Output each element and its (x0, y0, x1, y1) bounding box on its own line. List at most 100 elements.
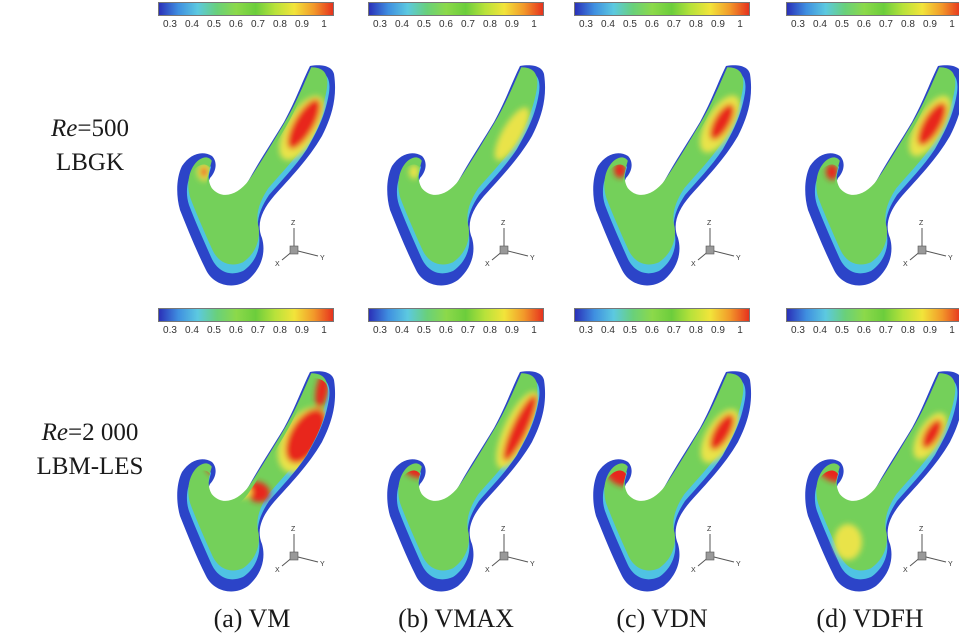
caption-vdn: (c) VDN (616, 604, 708, 633)
axis-x-label: X (275, 567, 280, 574)
axis-z-label: Z (707, 220, 712, 227)
velocity-contour-plot: Z Y X (177, 371, 336, 592)
axis-x-label: X (275, 261, 280, 268)
flow-body-region (816, 373, 956, 571)
axis-y-label: Y (948, 561, 953, 568)
axis-triad-icon: Z Y X (691, 526, 741, 574)
colorbar-tick-label: 0.9 (711, 19, 725, 30)
colorbar-tick-label: 0.4 (395, 325, 409, 336)
velocity-contour-plot: Z Y X (593, 65, 752, 286)
colorbar-gradient (158, 2, 334, 16)
axis-y-label: Y (530, 255, 535, 262)
velocity-contour-plot: Z Y X (177, 65, 336, 286)
colorbar-tick-label: 0.3 (579, 19, 593, 30)
colorbar-tick-label: 0.8 (901, 19, 915, 30)
colorbar: 0.3 0.4 0.5 0.6 0.7 0.8 0.9 1 (156, 0, 366, 36)
colorbar-tick-label: 1 (737, 325, 743, 336)
caption-vm: (a) VM (213, 604, 291, 633)
method-label: LBGK (55, 149, 125, 176)
colorbar-tick-label: 0.8 (483, 19, 497, 30)
colorbar-tick-label: 0.6 (645, 325, 659, 336)
colorbar-tick-label: 0.6 (229, 19, 243, 30)
colorbar-tick-label: 0.6 (439, 19, 453, 30)
re-symbol: Re (51, 115, 78, 142)
contour-panel: 0.3 0.4 0.5 0.6 0.7 0.8 0.9 1 Z Y X (156, 306, 366, 606)
colorbar-tick-label: 1 (949, 19, 955, 30)
colorbar-tick-label: 0.3 (163, 325, 177, 336)
axis-y-label: Y (530, 561, 535, 568)
velocity-contour-plot: Z Y X (805, 65, 959, 286)
colorbar-gradient (368, 2, 544, 16)
velocity-contour-plot: Z Y X (805, 371, 959, 592)
colorbar-tick-label: 0.5 (835, 19, 849, 30)
row-label-1: Re=500 LBGK (10, 112, 170, 180)
colorbar-tick-label: 1 (321, 19, 327, 30)
axis-x-label: X (485, 261, 490, 268)
colorbar-tick-label: 0.9 (295, 325, 309, 336)
colorbar-tick-label: 0.7 (251, 19, 265, 30)
colorbar-tick-label: 0.9 (505, 325, 519, 336)
colorbar-tick-label: 0.4 (813, 325, 827, 336)
axis-triad-icon: Z Y X (691, 220, 741, 268)
colorbar-tick-label: 0.9 (923, 325, 937, 336)
colorbar-tick-label: 0.5 (623, 325, 637, 336)
colorbar-tick-label: 0.6 (229, 325, 243, 336)
colorbar-tick-label: 0.4 (185, 325, 199, 336)
colorbar-tick-label: 0.6 (857, 19, 871, 30)
flow-body-region (604, 373, 744, 571)
high-velocity-core (201, 167, 207, 177)
contour-panel: 0.3 0.4 0.5 0.6 0.7 0.8 0.9 1 Z Y X (572, 306, 782, 606)
colorbar-tick-label: 0.8 (689, 19, 703, 30)
axis-triad-icon: Z Y X (903, 220, 953, 268)
caption-vdfh: (d) VDFH (816, 604, 924, 633)
contour-panel: 0.3 0.4 0.5 0.6 0.7 0.8 0.9 1 Z Y X (366, 306, 576, 606)
axis-y-label: Y (948, 255, 953, 262)
velocity-contour-plot: Z Y X (387, 371, 546, 592)
high-velocity-core (503, 395, 537, 461)
colorbar-tick-label: 0.9 (505, 19, 519, 30)
colorbar-gradient (786, 308, 959, 322)
axis-x-label: X (691, 261, 696, 268)
colorbar-gradient (786, 2, 959, 16)
colorbar-tick-label: 0.5 (835, 325, 849, 336)
contour-panel: 0.3 0.4 0.5 0.6 0.7 0.8 0.9 1 Z Y X (156, 0, 366, 300)
colorbar-tick-label: 1 (949, 325, 955, 336)
axis-triad-icon: Z Y X (275, 220, 325, 268)
axis-triad-icon: Z Y X (485, 220, 535, 268)
axis-z-label: Z (501, 220, 506, 227)
colorbar: 0.3 0.4 0.5 0.6 0.7 0.8 0.9 1 (366, 0, 576, 36)
colorbar-tick-label: 1 (737, 19, 743, 30)
colorbar: 0.3 0.4 0.5 0.6 0.7 0.8 0.9 1 (156, 306, 366, 342)
axis-z-label: Z (501, 526, 506, 533)
re-symbol: Re (41, 419, 68, 446)
contour-panel: 0.3 0.4 0.5 0.6 0.7 0.8 0.9 1 Z Y X (784, 0, 959, 300)
colorbar-tick-label: 1 (531, 19, 537, 30)
axis-triad-icon: Z Y X (903, 526, 953, 574)
colorbar-tick-label: 0.8 (901, 325, 915, 336)
colorbar: 0.3 0.4 0.5 0.6 0.7 0.8 0.9 1 (572, 306, 782, 342)
axis-y-label: Y (736, 255, 741, 262)
colorbar-tick-label: 0.3 (373, 19, 387, 30)
axis-y-label: Y (320, 255, 325, 262)
axis-x-label: X (485, 567, 490, 574)
colorbar-tick-label: 0.4 (185, 19, 199, 30)
method-label: LBM-LES (36, 453, 144, 480)
axis-x-label: X (903, 261, 908, 268)
colorbar-tick-label: 0.3 (791, 325, 805, 336)
colorbar-tick-label: 0.8 (273, 19, 287, 30)
high-velocity-core (921, 419, 943, 449)
re-value: =500 (77, 115, 129, 142)
medium-velocity-zone (834, 524, 862, 560)
colorbar-tick-label: 0.7 (461, 19, 475, 30)
colorbar: 0.3 0.4 0.5 0.6 0.7 0.8 0.9 1 (366, 306, 576, 342)
high-velocity-core (285, 408, 327, 464)
colorbar-tick-label: 0.4 (395, 19, 409, 30)
colorbar-tick-label: 0.5 (207, 19, 221, 30)
axis-x-label: X (691, 567, 696, 574)
axis-z-label: Z (707, 526, 712, 533)
colorbar-tick-label: 0.5 (623, 19, 637, 30)
colorbar-tick-label: 0.9 (711, 325, 725, 336)
row-label-2: Re=2 000 LBM-LES (10, 416, 170, 484)
colorbar-tick-label: 0.4 (813, 19, 827, 30)
high-velocity-core (917, 102, 947, 146)
